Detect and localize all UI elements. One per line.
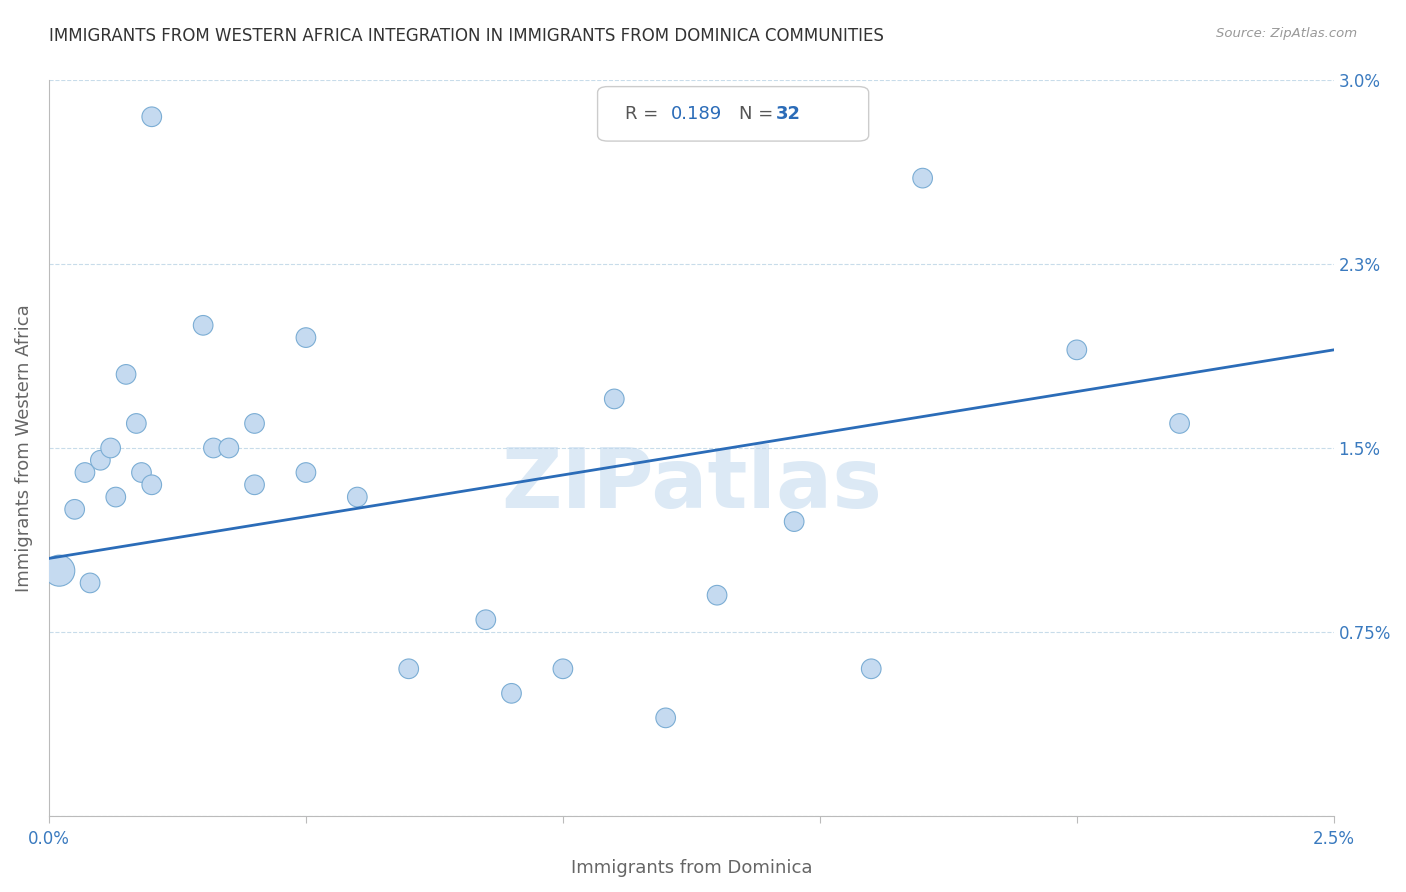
Point — [783, 515, 806, 529]
Text: IMMIGRANTS FROM WESTERN AFRICA INTEGRATION IN IMMIGRANTS FROM DOMINICA COMMUNITI: IMMIGRANTS FROM WESTERN AFRICA INTEGRATI… — [49, 27, 884, 45]
Point — [48, 564, 70, 578]
Point — [131, 466, 153, 480]
Point — [1066, 343, 1088, 357]
Point — [603, 392, 626, 406]
Y-axis label: Immigrants from Western Africa: Immigrants from Western Africa — [15, 304, 32, 592]
Text: ZIPatlas: ZIPatlas — [501, 444, 882, 525]
Point — [79, 576, 101, 591]
Point — [202, 441, 225, 455]
Point — [100, 441, 122, 455]
X-axis label: Immigrants from Dominica: Immigrants from Dominica — [571, 859, 813, 877]
Text: R =: R = — [624, 105, 664, 123]
Point — [115, 368, 138, 382]
FancyBboxPatch shape — [598, 87, 869, 141]
Point — [654, 711, 676, 725]
Point — [243, 477, 266, 491]
Point — [346, 490, 368, 504]
Point — [295, 466, 318, 480]
Point — [911, 171, 934, 186]
Point — [104, 490, 127, 504]
Point — [218, 441, 240, 455]
Point — [398, 662, 420, 676]
Point — [860, 662, 883, 676]
Text: N =: N = — [740, 105, 779, 123]
Text: 0.189: 0.189 — [671, 105, 723, 123]
Point — [706, 588, 728, 602]
Text: 32: 32 — [776, 105, 801, 123]
Point — [1168, 417, 1191, 431]
Point — [73, 466, 96, 480]
Text: Source: ZipAtlas.com: Source: ZipAtlas.com — [1216, 27, 1357, 40]
Point — [63, 502, 86, 516]
Point — [89, 453, 111, 467]
Point — [125, 417, 148, 431]
Point — [191, 318, 214, 333]
Point — [243, 417, 266, 431]
Point — [141, 477, 163, 491]
Point — [295, 330, 318, 344]
Point — [551, 662, 574, 676]
Point — [475, 613, 498, 627]
Point — [141, 110, 163, 124]
Point — [501, 686, 523, 700]
